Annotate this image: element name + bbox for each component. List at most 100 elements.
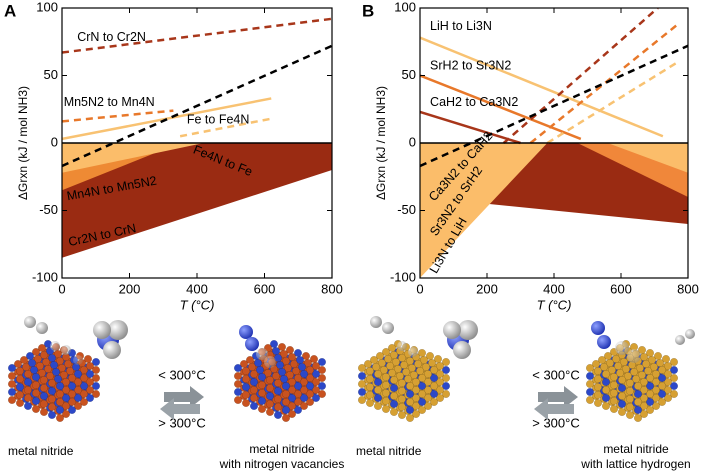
atom: [663, 361, 673, 371]
atom: [373, 393, 383, 403]
atom: [85, 385, 95, 395]
low-temp-label: < 300°C: [532, 367, 579, 382]
atom: [73, 385, 83, 395]
atom: [663, 385, 673, 395]
area: [62, 143, 332, 258]
atom: [663, 393, 673, 403]
y-tick-label: 50: [402, 67, 416, 82]
atom: [293, 405, 303, 415]
y-axis-label: ΔGrxn (kJ / mol NH3): [16, 86, 30, 200]
molecule-atom: [615, 341, 629, 355]
atom: [663, 369, 673, 379]
atom: [639, 409, 649, 419]
atom: [7, 379, 17, 389]
atom: [397, 386, 407, 396]
series-label: SrH2 to Sr3N2: [430, 58, 511, 72]
x-tick-label: 600: [610, 281, 632, 296]
atom: [281, 397, 291, 407]
atom: [233, 387, 243, 397]
y-tick-label: 100: [36, 0, 58, 14]
atom: [47, 378, 57, 388]
atom: [249, 369, 259, 379]
atom: [429, 397, 439, 407]
atom: [365, 366, 375, 376]
atom: [265, 391, 275, 401]
atom: [357, 363, 367, 373]
atom: [287, 377, 297, 387]
x-axis-label: T (°C): [180, 297, 215, 312]
atom: [67, 373, 77, 383]
atom: [273, 402, 283, 412]
atom: [79, 365, 89, 375]
atom: [397, 394, 407, 404]
molecule-atom: [93, 321, 111, 339]
atom: [669, 389, 679, 399]
atom: [85, 377, 95, 387]
atom: [47, 394, 57, 404]
atom: [381, 388, 391, 398]
molecule-atom: [685, 329, 695, 339]
arrow: [538, 386, 578, 408]
atom: [429, 365, 439, 375]
x-tick-label: 400: [543, 281, 565, 296]
atom: [273, 394, 283, 404]
atom: [287, 401, 297, 411]
atom: [609, 380, 619, 390]
atom: [657, 381, 667, 391]
atom: [281, 381, 291, 391]
atom: [411, 409, 421, 419]
atom: [233, 379, 243, 389]
atom: [23, 401, 33, 411]
atom: [593, 398, 603, 408]
atom: [39, 391, 49, 401]
atom: [317, 381, 327, 391]
atom: [305, 397, 315, 407]
atom: [55, 381, 65, 391]
atom: [625, 378, 635, 388]
atom: [625, 410, 635, 420]
atom: [411, 377, 421, 387]
atom: [417, 381, 427, 391]
atom: [617, 375, 627, 385]
atom: [299, 385, 309, 395]
atom: [241, 366, 251, 376]
atom: [293, 381, 303, 391]
dashed-line: [546, 60, 679, 145]
dashed-line: [502, 8, 659, 144]
atom: [265, 399, 275, 409]
atom: [55, 405, 65, 415]
atom: [233, 395, 243, 405]
series-label: CrN to Cr2N: [77, 30, 146, 44]
molecule-atom: [108, 320, 128, 340]
atom: [639, 401, 649, 411]
atom: [257, 404, 267, 414]
atom: [669, 357, 679, 367]
atom: [633, 413, 643, 423]
molecule-atom: [627, 349, 641, 363]
atom: [435, 385, 445, 395]
atom: [435, 377, 445, 387]
atom: [281, 405, 291, 415]
atom: [85, 361, 95, 371]
atom: [625, 394, 635, 404]
dashed-line: [62, 44, 332, 168]
atom: [287, 409, 297, 419]
atom: [397, 410, 407, 420]
atom: [257, 380, 267, 390]
atom: [405, 389, 415, 399]
atom: [389, 391, 399, 401]
molecule-atom: [36, 322, 48, 334]
atom: [273, 386, 283, 396]
atom: [365, 382, 375, 392]
atom: [317, 357, 327, 367]
atom: [31, 380, 41, 390]
atom: [411, 385, 421, 395]
series-label: Fe to Fe4N: [187, 112, 250, 126]
atom: [645, 381, 655, 391]
atom: [7, 363, 17, 373]
atom: [31, 388, 41, 398]
atom: [31, 404, 41, 414]
